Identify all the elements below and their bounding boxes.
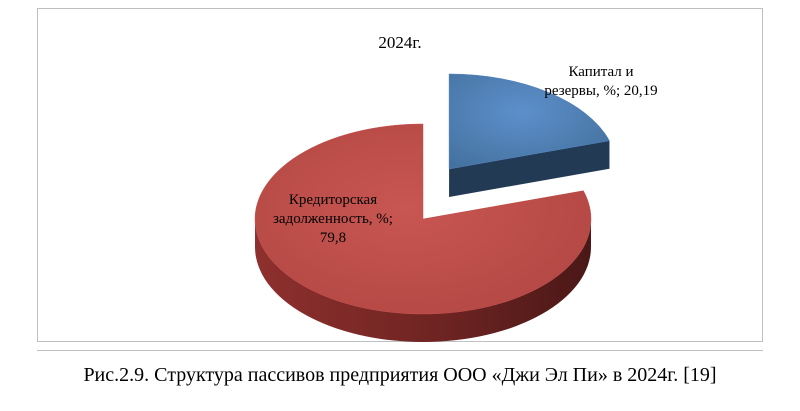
slice-label-payables: Кредиторская задолженность, %; 79,8 xyxy=(238,191,428,248)
slice-cut-end-0 xyxy=(449,140,610,197)
slice-top-1 xyxy=(254,123,592,315)
caption-divider xyxy=(37,350,763,351)
slice-side-1-0 xyxy=(255,219,591,342)
slice-label-line-0-1: резервы, %; 20,19 xyxy=(544,83,658,99)
slice-label-capital: Капитал и резервы, %; 20,19 xyxy=(516,63,686,101)
chart-area: 2024г. Капитал и резервы, %; 20,19 Кредит… xyxy=(37,8,763,342)
pie-chart xyxy=(254,73,610,342)
chart-title: 2024г. xyxy=(378,33,422,52)
slice-label-line-1-0: Кредиторская xyxy=(288,192,378,208)
figure-caption: Рис.2.9. Структура пассивов предприятия … xyxy=(83,364,717,386)
slice-label-line-1-1: задолженность, %; xyxy=(273,211,393,227)
slice-label-line-1-2: 79,8 xyxy=(319,230,347,246)
slice-label-line-0-0: Капитал и xyxy=(568,64,634,80)
slice-top-0 xyxy=(448,73,610,170)
